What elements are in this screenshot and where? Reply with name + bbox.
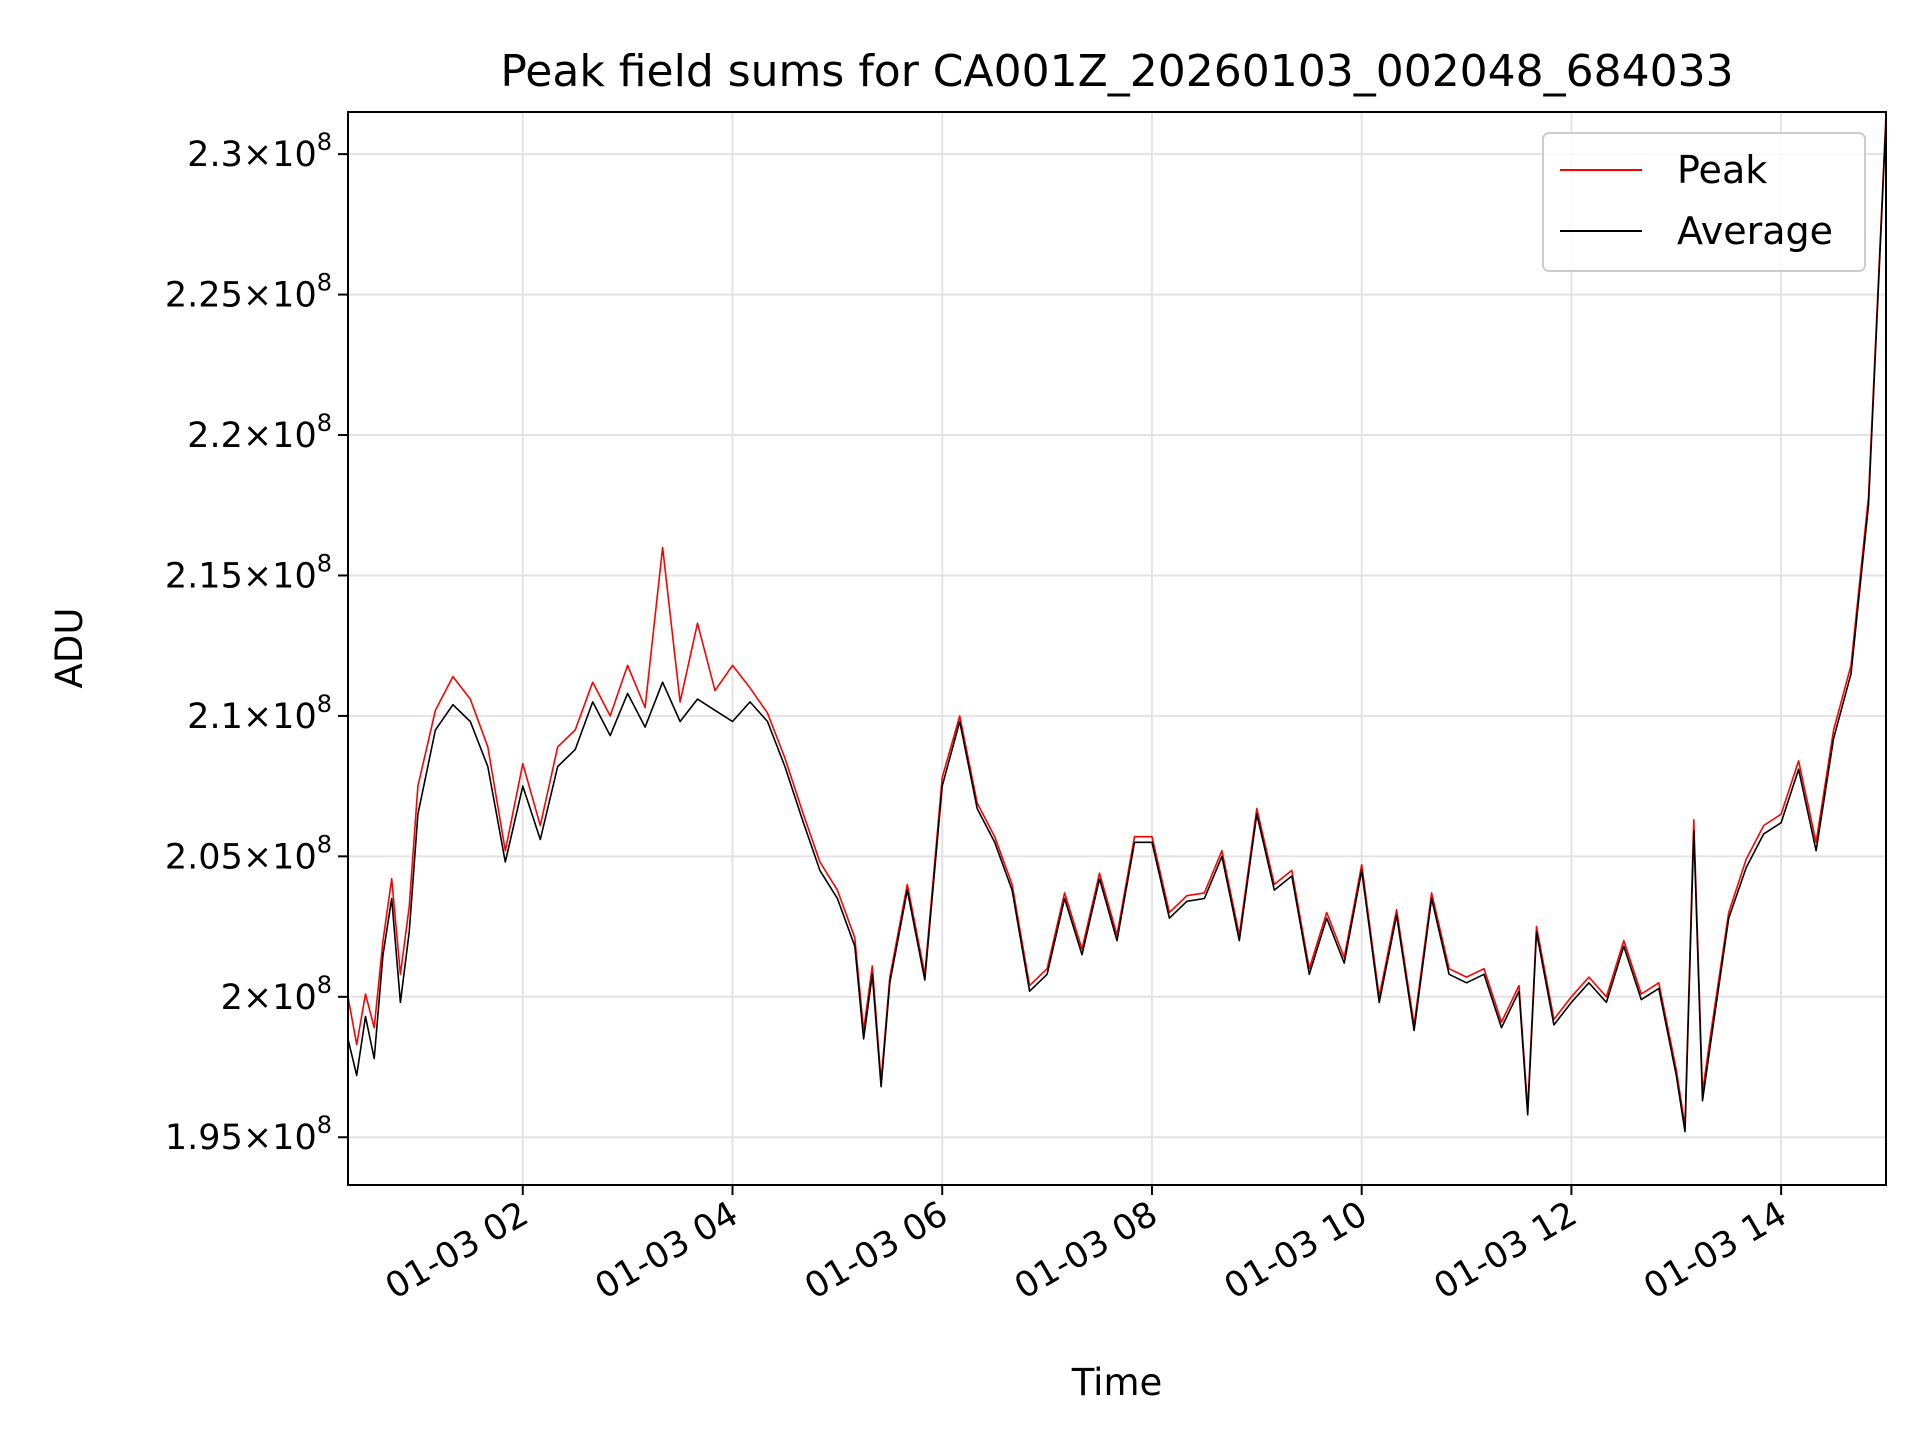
- y-tick-mantissa: 2: [221, 978, 243, 1018]
- y-tick-label: 2.2×108: [187, 409, 332, 456]
- plot-frame: [347, 111, 1887, 1186]
- y-tick-base: ×10: [243, 697, 317, 737]
- x-axis-label: Time: [1071, 1361, 1163, 1404]
- y-tick-mantissa: 1.95: [165, 1118, 243, 1158]
- y-tick-base: ×10: [243, 416, 317, 456]
- y-tick-mantissa: 2.2: [187, 416, 243, 456]
- y-tick-mantissa: 2.25: [165, 276, 243, 316]
- legend: Peak Average: [1542, 132, 1866, 272]
- y-tick-label: 2.05×108: [165, 830, 332, 877]
- y-tick-exponent: 8: [317, 269, 332, 297]
- y-tick-label: 2.25×108: [165, 269, 332, 316]
- y-tick-mantissa: 2.05: [165, 837, 243, 877]
- y-tick-base: ×10: [243, 276, 317, 316]
- y-tick-label: 2.15×108: [165, 549, 332, 596]
- plot-area: [348, 112, 1886, 1185]
- y-tick-mantissa: 2.1: [187, 697, 243, 737]
- y-tick-label: 1.95×108: [165, 1111, 332, 1158]
- y-tick-base: ×10: [243, 978, 317, 1018]
- y-axis-label: ADU: [48, 608, 91, 689]
- y-tick-mantissa: 2.15: [165, 556, 243, 596]
- grid: [348, 112, 1886, 1185]
- y-tick-mantissa: 2.3: [187, 135, 243, 175]
- y-tick-base: ×10: [243, 556, 317, 596]
- y-tick-label: 2.1×108: [187, 690, 332, 737]
- y-tick-exponent: 8: [317, 830, 332, 858]
- legend-label-average: Average: [1677, 209, 1833, 253]
- y-tick-label: 2×108: [221, 971, 332, 1018]
- y-tick-exponent: 8: [317, 128, 332, 156]
- y-tick-exponent: 8: [317, 549, 332, 577]
- y-tick-base: ×10: [243, 135, 317, 175]
- legend-label-peak: Peak: [1677, 148, 1767, 192]
- series-line-average: [347, 120, 1887, 1133]
- y-tick-exponent: 8: [317, 971, 332, 999]
- legend-box: [1542, 132, 1866, 272]
- y-tick-base: ×10: [243, 1118, 317, 1158]
- y-tick-base: ×10: [243, 837, 317, 877]
- y-tick-label: 2.3×108: [187, 128, 332, 175]
- y-tick-exponent: 8: [317, 690, 332, 718]
- y-tick-exponent: 8: [317, 409, 332, 437]
- chart-title: Peak field sums for CA001Z_20260103_0020…: [500, 46, 1733, 97]
- y-tick-exponent: 8: [317, 1111, 332, 1139]
- series-line-peak: [347, 114, 1887, 1127]
- series-layer: [347, 114, 1887, 1133]
